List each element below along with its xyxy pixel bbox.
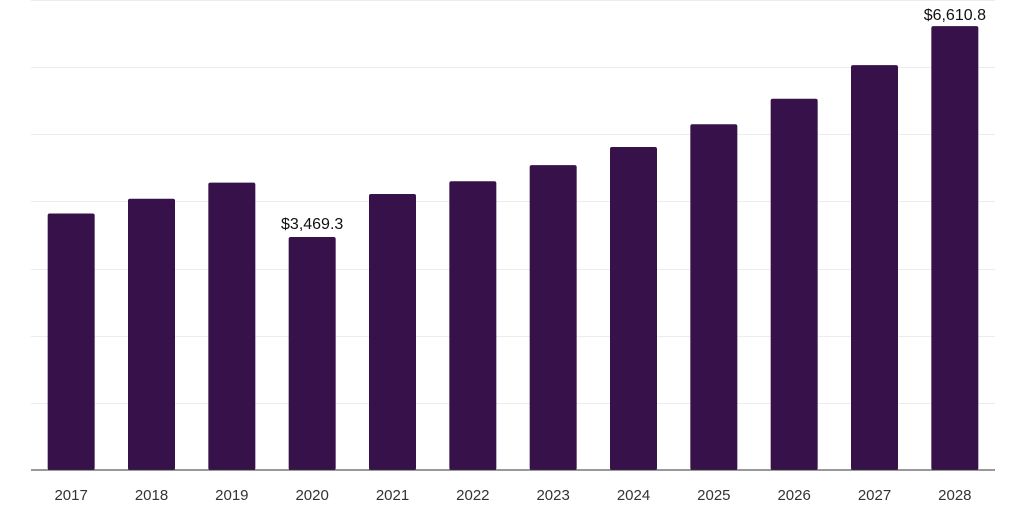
bar-2022[interactable] xyxy=(449,181,497,471)
bar-2026[interactable] xyxy=(770,98,818,470)
bar-2020[interactable] xyxy=(288,237,336,470)
bar-2021[interactable] xyxy=(369,194,416,471)
bar-2027[interactable] xyxy=(851,65,898,470)
x-tick-label: 2026 xyxy=(777,487,810,504)
bars xyxy=(47,26,979,471)
x-tick-label: 2021 xyxy=(376,487,409,504)
x-tick-label: 2022 xyxy=(456,487,489,504)
bar-2028[interactable] xyxy=(931,26,979,471)
bar-2025[interactable] xyxy=(690,124,738,470)
data-labels: $3,469.3 $6,610.8 xyxy=(281,7,986,233)
x-tick-label: 2020 xyxy=(295,487,328,504)
x-tick-label: 2027 xyxy=(858,487,891,504)
bar-2019[interactable] xyxy=(208,182,256,470)
x-tick-label: 2018 xyxy=(135,487,168,504)
x-tick-label: 2019 xyxy=(215,487,248,504)
bar-2017[interactable] xyxy=(47,213,95,470)
x-tick-label: 2028 xyxy=(938,487,971,504)
gridlines xyxy=(31,0,995,404)
x-axis-ticks: 2017 2018 2019 2020 2021 2022 2023 2024 2025 2026… xyxy=(54,487,971,504)
x-tick-label: 2025 xyxy=(697,487,730,504)
data-label-2028: $6,610.8 xyxy=(924,7,986,24)
x-tick-label: 2024 xyxy=(617,487,650,504)
data-label-2020: $3,469.3 xyxy=(281,216,343,233)
x-tick-label: 2023 xyxy=(536,487,569,504)
bar-2024[interactable] xyxy=(610,147,657,471)
bar-2023[interactable] xyxy=(529,165,577,470)
bar-2018[interactable] xyxy=(128,198,175,470)
x-tick-label: 2017 xyxy=(54,487,87,504)
